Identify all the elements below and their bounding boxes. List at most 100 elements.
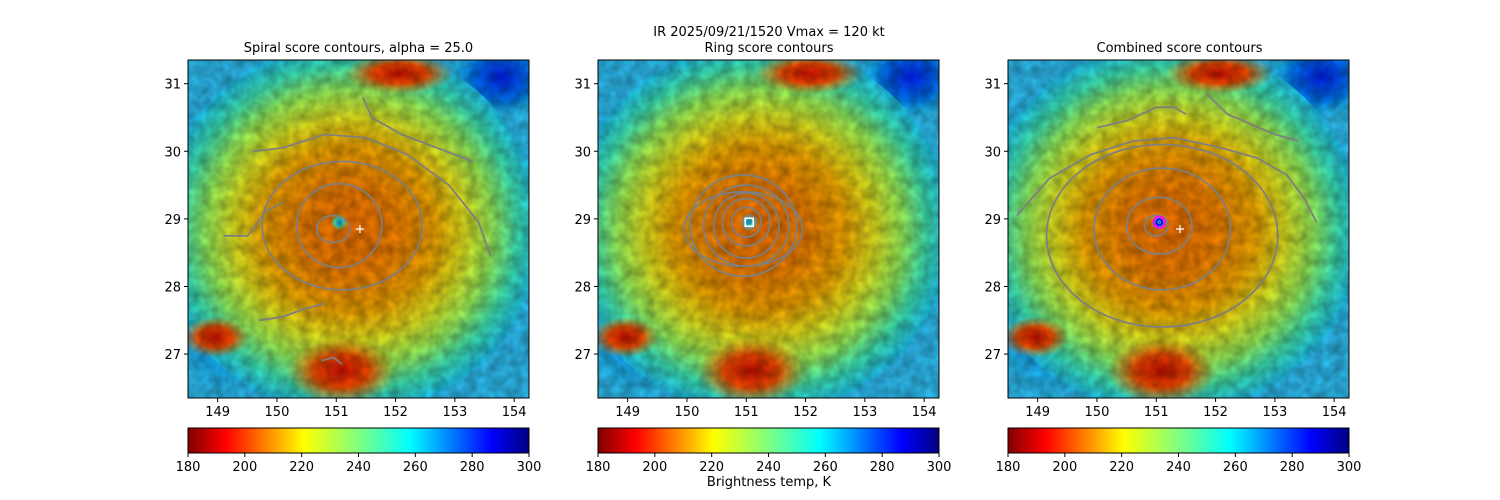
x-tick-label: 152	[1203, 405, 1228, 420]
ir-image	[598, 60, 939, 398]
y-tick-label: 28	[164, 280, 181, 295]
panel-spiral: Spiral score contours, alpha = 25.0 149 1…	[164, 41, 542, 475]
contour-line	[362, 96, 474, 163]
contour-line	[223, 201, 284, 237]
colorbar-tick-label: 220	[289, 460, 314, 475]
panel-title: Ring score contours	[704, 41, 833, 56]
contour-line	[1093, 167, 1232, 291]
contour-line	[741, 214, 758, 230]
y-tick-label: 30	[574, 145, 591, 160]
contour-set	[683, 174, 804, 278]
colorbar-tick-label: 180	[586, 460, 611, 475]
x-tick-label: 153	[852, 405, 877, 420]
colorbar-tick-label: 240	[1166, 460, 1191, 475]
center-plus-marker	[355, 225, 364, 233]
contour-line	[689, 174, 798, 278]
y-tick-label: 28	[574, 280, 591, 295]
x-tick-label: 154	[1322, 405, 1347, 420]
colorbar-tick-label: 280	[460, 460, 485, 475]
ir-image	[188, 60, 529, 398]
contour-line	[1206, 93, 1299, 142]
colorbar-tick-label: 240	[346, 460, 371, 475]
x-tick-label: 150	[1085, 405, 1110, 420]
x-tick-label: 151	[324, 405, 349, 420]
colorbar-tick-label: 280	[870, 460, 895, 475]
y-tick-label: 27	[164, 348, 181, 363]
colorbar-tick-label: 260	[1223, 460, 1248, 475]
panel-ring: Ring score contours 149 150 151 152 153 154 27…	[574, 41, 952, 475]
x-tick-label: 154	[502, 405, 527, 420]
figure-suptitle: IR 2025/09/21/1520 Vmax = 120 kt	[653, 25, 884, 40]
y-tick-label: 28	[984, 280, 1001, 295]
colorbar-tick-label: 260	[813, 460, 838, 475]
contour-set	[223, 96, 492, 365]
x-tick-label: 153	[442, 405, 467, 420]
y-tick-label: 31	[574, 78, 591, 93]
colorbar-tick-label: 220	[699, 460, 724, 475]
contour-line	[1096, 106, 1187, 129]
x-tick-label: 149	[1025, 405, 1050, 420]
plot-frame	[187, 59, 530, 399]
target-circle-marker	[1152, 215, 1166, 229]
plot-frame	[597, 59, 940, 399]
colorbar-tick-label: 200	[1052, 460, 1077, 475]
contour-line	[253, 133, 492, 257]
plot-frame	[1007, 59, 1350, 399]
contour-line	[315, 214, 351, 244]
y-tick-label: 29	[164, 213, 181, 228]
colorbar	[187, 427, 530, 454]
y-tick-label: 31	[164, 78, 181, 93]
y-tick-label: 30	[164, 145, 181, 160]
x-tick-label: 154	[912, 405, 937, 420]
panel-title: Spiral score contours, alpha = 25.0	[244, 41, 473, 56]
colorbar-tick-label: 260	[403, 460, 428, 475]
x-tick-label: 152	[383, 405, 408, 420]
colorbar-tick-label: 300	[927, 460, 952, 475]
panel-title: Combined score contours	[1097, 41, 1263, 56]
contour-line	[683, 190, 804, 268]
colorbar	[597, 427, 940, 454]
contour-line	[730, 206, 762, 239]
ir-image	[1008, 60, 1349, 398]
y-tick-label: 27	[984, 348, 1001, 363]
contour-set	[1016, 93, 1318, 328]
contour-line	[1016, 136, 1318, 223]
colorbar	[1007, 427, 1350, 454]
contour-line	[295, 182, 383, 269]
target-circle-inner	[1155, 218, 1164, 227]
contour-line	[1045, 143, 1279, 328]
center-square-marker	[744, 217, 755, 228]
contour-line	[1125, 196, 1193, 255]
x-tick-label: 149	[205, 405, 230, 420]
contour-line	[721, 197, 771, 247]
panel-combined: Combined score contours 149 150 151 152 153 1…	[984, 41, 1362, 475]
y-tick-label: 27	[574, 348, 591, 363]
y-tick-label: 30	[984, 145, 1001, 160]
x-tick-label: 151	[1144, 405, 1169, 420]
colorbar-tick-label: 220	[1109, 460, 1134, 475]
x-tick-label: 150	[675, 405, 700, 420]
contour-line	[259, 302, 325, 322]
contour-line	[261, 160, 424, 291]
x-tick-label: 152	[793, 405, 818, 420]
colorbar-tick-label: 280	[1280, 460, 1305, 475]
colorbar-tick-label: 200	[642, 460, 667, 475]
y-tick-label: 29	[574, 213, 591, 228]
colorbar-tick-label: 180	[176, 460, 201, 475]
colorbar-tick-label: 300	[517, 460, 542, 475]
x-tick-label: 153	[1262, 405, 1287, 420]
colorbar-tick-label: 180	[996, 460, 1021, 475]
y-tick-label: 29	[984, 213, 1001, 228]
x-tick-label: 151	[734, 405, 759, 420]
y-tick-label: 31	[984, 78, 1001, 93]
colorbar-tick-label: 240	[756, 460, 781, 475]
contour-line	[712, 192, 780, 259]
colorbar-tick-label: 200	[232, 460, 257, 475]
center-plus-marker	[1175, 225, 1184, 233]
colorbar-tick-label: 300	[1337, 460, 1362, 475]
x-tick-label: 150	[265, 405, 290, 420]
colorbar-label: Brightness temp, K	[707, 475, 832, 490]
contour-line	[321, 356, 343, 365]
contour-line	[1143, 214, 1170, 237]
